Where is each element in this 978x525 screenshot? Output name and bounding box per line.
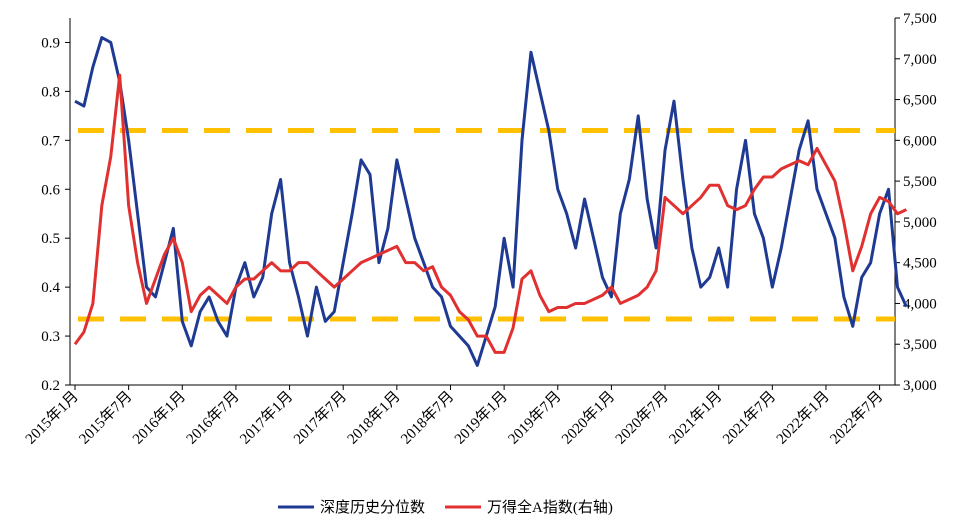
y2-tick-label: 5,500 (903, 174, 937, 190)
x-tick-label: 2020年1月 (558, 388, 618, 448)
y2-tick-label: 3,500 (903, 337, 937, 353)
series-line (74, 36, 908, 367)
y-tick-label: 0.8 (41, 84, 60, 100)
x-tick-label: 2017年1月 (237, 388, 297, 448)
legend-label: 深度历史分位数 (320, 499, 425, 516)
y2-tick-label: 3,000 (903, 378, 937, 394)
x-tick-label: 2021年1月 (666, 388, 726, 448)
x-tick-label: 2015年7月 (76, 388, 136, 448)
y2-tick-label: 4,500 (903, 256, 937, 272)
y-tick-label: 0.6 (41, 182, 60, 198)
x-tick-label: 2016年1月 (129, 388, 189, 448)
y2-tick-label: 4,000 (903, 296, 937, 312)
y2-tick-label: 5,000 (903, 215, 937, 231)
y-tick-label: 0.2 (41, 378, 60, 394)
x-tick-label: 2022年7月 (827, 388, 887, 448)
legend-label: 万得全A指数(右轴) (487, 498, 613, 516)
x-tick-label: 2020年7月 (612, 388, 672, 448)
x-tick-label: 2019年1月 (451, 388, 511, 448)
y2-tick-label: 6,000 (903, 133, 937, 149)
x-tick-label: 2019年7月 (505, 388, 565, 448)
y-tick-label: 0.5 (41, 231, 60, 247)
y-tick-label: 0.4 (41, 280, 60, 296)
x-tick-label: 2017年7月 (290, 388, 350, 448)
y-tick-label: 0.3 (41, 329, 60, 345)
x-tick-label: 2021年7月 (719, 388, 779, 448)
y-tick-label: 0.9 (41, 35, 60, 51)
y2-tick-label: 7,000 (903, 52, 937, 68)
x-tick-label: 2018年7月 (398, 388, 458, 448)
x-tick-label: 2018年1月 (344, 388, 404, 448)
y2-tick-label: 7,500 (903, 11, 937, 27)
y-tick-label: 0.7 (41, 133, 60, 149)
series-line (73, 73, 908, 354)
x-tick-label: 2015年1月 (22, 388, 82, 448)
y2-tick-label: 6,500 (903, 93, 937, 109)
x-tick-label: 2016年7月 (183, 388, 243, 448)
x-tick-label: 2022年1月 (773, 388, 833, 448)
